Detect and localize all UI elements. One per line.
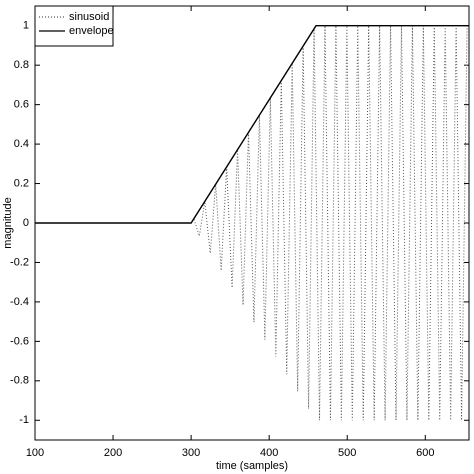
y-tick-label: 0.4: [14, 138, 29, 150]
x-tick-label: 400: [260, 447, 278, 459]
x-tick-label: 500: [338, 447, 356, 459]
y-tick-label: -0.8: [10, 375, 29, 387]
y-axis-label: magnitude: [2, 197, 14, 248]
series-line: [35, 25, 468, 421]
x-tick-label: 200: [104, 447, 122, 459]
y-tick-label: -1: [19, 414, 29, 426]
y-tick-label: 0.2: [14, 177, 29, 189]
y-tick-label: 0: [23, 217, 29, 229]
legend-label: envelope: [69, 25, 114, 37]
y-tick-label: -0.6: [10, 335, 29, 347]
y-tick-label: -0.2: [10, 256, 29, 268]
y-tick-label: 0.6: [14, 99, 29, 111]
legend-label: sinusoid: [69, 11, 109, 23]
x-tick-label: 300: [182, 447, 200, 459]
y-tick-label: 1: [23, 20, 29, 32]
x-tick-label: 100: [26, 447, 44, 459]
x-axis-label: time (samples): [216, 460, 288, 472]
y-tick-label: -0.4: [10, 296, 29, 308]
legend-box: [34, 5, 114, 47]
series-line: [35, 25, 469, 224]
y-tick-label: 0.8: [14, 59, 29, 71]
x-tick-label: 600: [416, 447, 434, 459]
